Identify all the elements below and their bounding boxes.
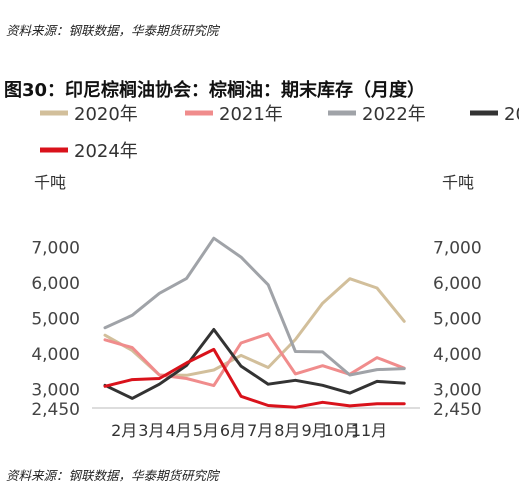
series-line-2 [103, 236, 406, 377]
y-tick-left-5: 7,000 [31, 238, 80, 258]
y-tick-left-2: 4,000 [31, 345, 80, 365]
legend-label-0: 2020年 [74, 104, 138, 125]
y-tick-right-1: 3,000 [433, 380, 482, 400]
y-tick-right-4: 6,000 [433, 274, 482, 294]
x-tick-2: 4月 [166, 421, 192, 440]
source-note-bottom: 资料来源：钢联数据，华泰期货研究院 [6, 468, 219, 483]
x-tick-5: 7月 [247, 421, 273, 440]
legend-label-1: 2021年 [219, 104, 283, 125]
legend-label-3: 2023年 [504, 104, 519, 125]
series-line-4 [103, 347, 406, 409]
y-unit-right: 千吨 [442, 173, 474, 192]
y-tick-left-3: 5,000 [31, 309, 80, 329]
y-tick-right-0: 2,450 [433, 400, 482, 420]
y-tick-left-1: 3,000 [31, 380, 80, 400]
x-tick-3: 5月 [193, 421, 219, 440]
y-tick-right-3: 5,000 [433, 309, 482, 329]
y-tick-right-5: 7,000 [433, 238, 482, 258]
source-note-top: 资料来源：钢联数据，华泰期货研究院 [6, 23, 219, 38]
chart-title: 图30：印尼棕榈油协会：棕榈油：期末库存（月度） [4, 80, 426, 101]
x-tick-1: 3月 [138, 421, 164, 440]
y-tick-left-0: 2,450 [31, 400, 80, 420]
x-tick-4: 6月 [220, 421, 246, 440]
x-tick-7: 9月 [302, 421, 328, 440]
series-line-1 [103, 332, 406, 388]
x-tick-0: 2月 [111, 421, 137, 440]
x-tick-9: 11月 [351, 421, 387, 440]
y-unit-left: 千吨 [34, 173, 66, 192]
x-tick-6: 8月 [274, 421, 300, 440]
series-line-3 [103, 328, 406, 400]
x-tick-8: 10月 [324, 421, 360, 440]
y-tick-right-2: 4,000 [433, 345, 482, 365]
legend-label-2: 2022年 [362, 104, 426, 125]
series-line-0 [103, 277, 406, 377]
legend-label-4: 2024年 [74, 141, 138, 162]
y-tick-left-4: 6,000 [31, 274, 80, 294]
